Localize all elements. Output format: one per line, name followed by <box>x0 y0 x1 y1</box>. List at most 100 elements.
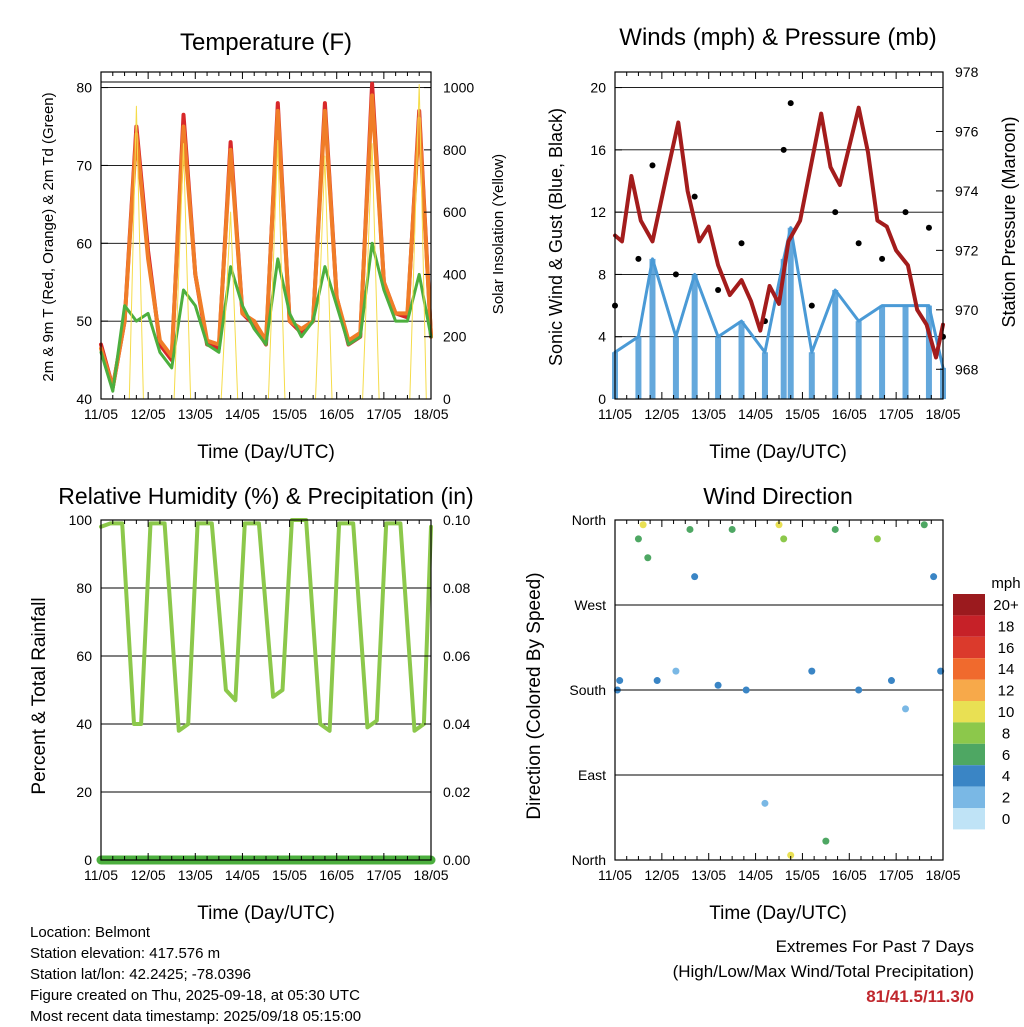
temperature-xtick-label: 12/05 <box>131 406 166 422</box>
humidity-frame <box>100 519 432 861</box>
direction-point <box>920 521 928 529</box>
direction-xtick-label: 16/05 <box>832 867 867 883</box>
temperature-panel: Temperature (F) 405060708002004006008001… <box>40 29 507 463</box>
direction-point <box>644 554 652 562</box>
temperature-xtick-label: 14/05 <box>225 406 260 422</box>
direction-xtick-label: 12/05 <box>644 867 679 883</box>
winds-ytick-label-left: 0 <box>598 391 606 407</box>
station-elevation: Station elevation: 417.576 m <box>30 945 221 962</box>
relative-humidity-line <box>99 518 433 733</box>
gust-point <box>925 224 932 231</box>
speed-legend: mph 20+ 18 16 14 12 10 8 6 4 2 0 <box>953 575 1021 830</box>
direction-xtick-label: 17/05 <box>879 867 914 883</box>
direction-ytick-label: East <box>578 767 606 783</box>
temperature-xtick-label: 16/05 <box>319 406 354 422</box>
direction-point <box>691 573 699 581</box>
sonic-wind-line <box>613 226 945 370</box>
humidity-xtick-label: 11/05 <box>84 867 118 883</box>
direction-point <box>714 681 722 689</box>
direction-point <box>887 677 895 685</box>
gust-point <box>902 209 909 216</box>
gust-point <box>649 162 656 169</box>
humidity-ytick-label-left: 100 <box>69 512 93 528</box>
humidity-grid <box>101 519 431 861</box>
winds-ytick-label-right: 976 <box>955 123 979 139</box>
extremes-title: Extremes For Past 7 Days <box>775 937 974 956</box>
figure-created: Figure created on Thu, 2025-09-18, at 05… <box>30 987 360 1004</box>
temperature-xtick-label: 11/05 <box>84 406 118 422</box>
gust-point <box>635 255 642 262</box>
direction-point <box>634 535 642 543</box>
temperature-title: Temperature (F) <box>180 29 352 56</box>
humidity-panel: Relative Humidity (%) & Precipitation (i… <box>29 483 474 924</box>
winds-ylabel-left: Sonic Wind & Gust (Blue, Black) <box>546 108 566 366</box>
direction-point <box>775 521 783 529</box>
humidity-ytick-label-right: 0.10 <box>443 512 470 528</box>
speed-legend-label: 14 <box>998 661 1015 678</box>
temperature-ytick-label-right: 0 <box>443 391 451 407</box>
temperature-ytick-label-right: 800 <box>443 142 467 158</box>
winds-ytick-label-right: 974 <box>955 183 979 199</box>
direction-point <box>616 677 624 685</box>
speed-legend-swatch <box>953 808 985 830</box>
direction-point <box>686 525 694 533</box>
winds-xtick-label: 16/05 <box>832 406 867 422</box>
speed-legend-label: 12 <box>998 683 1015 700</box>
direction-xtick-label: 11/05 <box>598 867 632 883</box>
temperature-ytick-label-right: 1000 <box>443 80 474 96</box>
humidity-xtick-label: 13/05 <box>178 867 213 883</box>
humidity-xtick-label: 18/05 <box>413 867 448 883</box>
winds-xtick-label: 13/05 <box>691 406 726 422</box>
humidity-ytick-label-right: 0.00 <box>443 852 470 868</box>
winds-xtick-label: 17/05 <box>879 406 914 422</box>
speed-legend-label: 6 <box>1002 747 1010 764</box>
gust-point <box>715 287 722 293</box>
humidity-axes: 0 20 40 60 80 100 0.00 0.02 0.04 0.06 0.08 0.10 11/0… <box>69 512 471 883</box>
direction-point <box>808 667 816 675</box>
direction-xtick-label: 14/05 <box>738 867 773 883</box>
temperature-xtick-label: 15/05 <box>272 406 307 422</box>
humidity-series <box>96 518 436 865</box>
winds-xtick-label: 12/05 <box>644 406 679 422</box>
speed-legend-swatch <box>953 786 985 808</box>
humidity-ytick-label-left: 80 <box>76 580 92 596</box>
speed-legend-title: mph <box>991 575 1020 592</box>
direction-ytick-label: West <box>574 597 606 613</box>
winds-xtick-label: 11/05 <box>598 406 632 422</box>
temperature-ytick-label-right: 600 <box>443 204 467 220</box>
speed-legend-swatch <box>953 743 985 766</box>
direction-point <box>761 799 769 807</box>
direction-point <box>822 837 830 845</box>
direction-ytick-label: South <box>569 682 606 698</box>
winds-ytick-label-left: 20 <box>590 80 606 96</box>
temperature-ytick-label-left: 60 <box>76 235 92 251</box>
temperature-ylabel-right: Solar Insolation (Yellow) <box>490 154 507 314</box>
speed-legend-swatch <box>953 594 985 616</box>
humidity-ytick-label-left: 60 <box>76 648 92 664</box>
direction-panel: Wind Direction NorthEastSouthWestNorth11… <box>524 483 1021 924</box>
temperature-ytick-label-left: 40 <box>76 391 92 407</box>
temperature-ytick-label-left: 80 <box>76 80 92 96</box>
direction-point <box>855 686 863 694</box>
winds-series <box>612 100 946 399</box>
humidity-xtick-label: 14/05 <box>225 867 260 883</box>
humidity-ytick-label-right: 0.02 <box>443 784 470 800</box>
temperature-xtick-label: 18/05 <box>413 406 448 422</box>
direction-grid <box>615 604 943 776</box>
speed-legend-label: 4 <box>1002 768 1010 785</box>
humidity-ytick-label-left: 40 <box>76 716 92 732</box>
temperature-ytick-label-left: 50 <box>76 313 92 329</box>
speed-legend-swatch <box>953 765 985 787</box>
speed-legend-label: 8 <box>1002 725 1010 742</box>
direction-point <box>831 525 839 533</box>
temperature-ytick-label-right: 200 <box>443 329 467 345</box>
winds-xtick-label: 14/05 <box>738 406 773 422</box>
direction-point <box>742 686 750 694</box>
winds-ytick-label-left: 8 <box>598 266 606 282</box>
winds-title: Winds (mph) & Pressure (mb) <box>619 24 936 51</box>
winds-ytick-label-right: 972 <box>955 242 979 258</box>
speed-legend-label: 16 <box>998 640 1015 657</box>
